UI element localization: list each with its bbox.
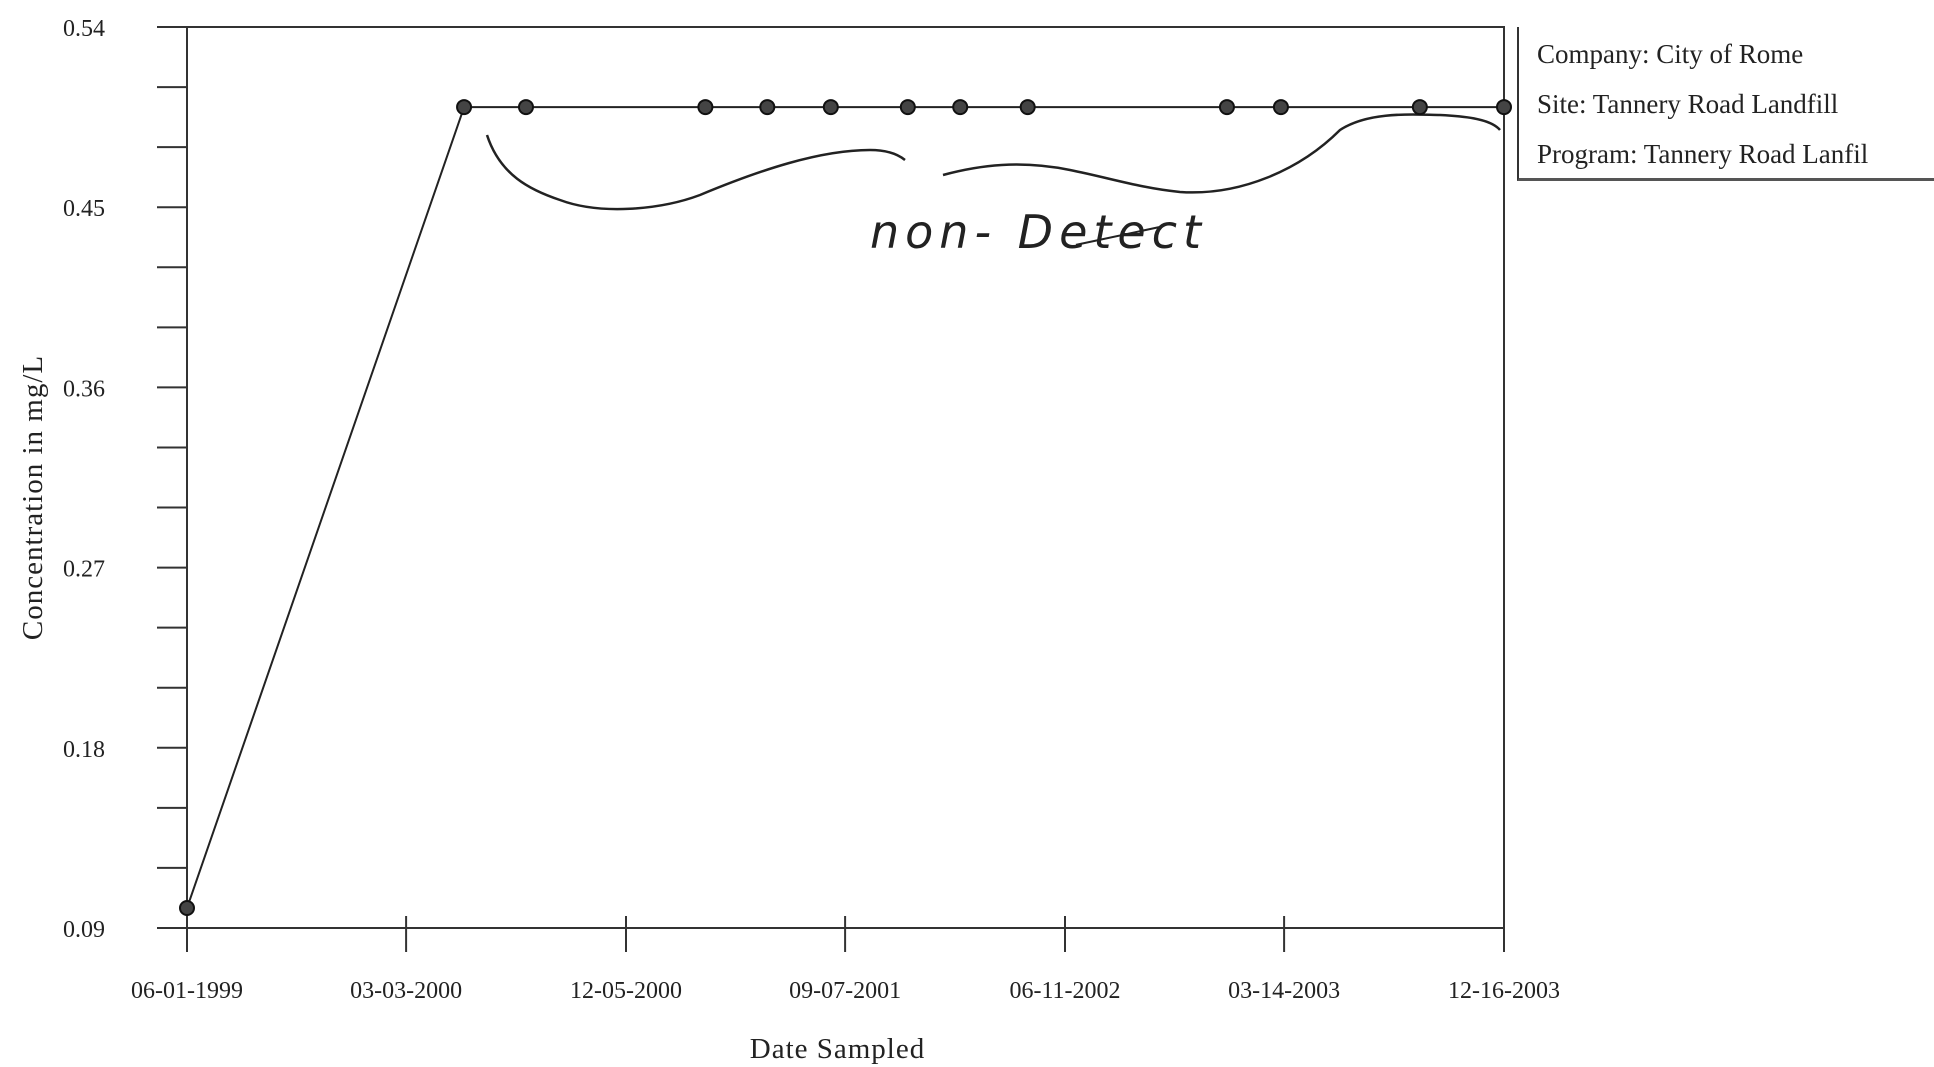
- data-point: [1019, 99, 1036, 116]
- plot-frame: [186, 26, 1505, 929]
- data-point: [899, 99, 916, 116]
- y-axis-title: Concentration in mg/L: [17, 355, 49, 640]
- legend-program: Program: Tannery Road Lanfil: [1537, 139, 1869, 169]
- y-tick-label: 0.36: [63, 376, 105, 402]
- x-tick-label: 09-07-2001: [789, 978, 901, 1004]
- x-tick-label: 03-03-2000: [350, 978, 462, 1004]
- legend-box: Company: City of Rome Site: Tannery Road…: [1517, 27, 1934, 181]
- series-line: [186, 106, 1420, 909]
- x-tick-label: 06-11-2002: [1009, 978, 1120, 1004]
- legend-site: Site: Tannery Road Landfill: [1537, 89, 1839, 119]
- annotation-non-detect: non- Detect: [870, 205, 1208, 259]
- data-point: [517, 99, 534, 116]
- data-point: [697, 99, 714, 116]
- data-point: [179, 899, 195, 916]
- data-point: [1272, 99, 1289, 116]
- data-point: [456, 99, 473, 116]
- x-tick-label: 06-01-1999: [131, 978, 243, 1004]
- x-axis-title: Date Sampled: [750, 1033, 925, 1065]
- data-point: [1218, 99, 1235, 116]
- data-point: [1496, 99, 1512, 116]
- x-tick-label: 12-05-2000: [570, 978, 682, 1004]
- y-tick-label: 0.09: [63, 917, 105, 943]
- series-lines: [186, 106, 1504, 909]
- axes: 0.09 0.18 0.27 0.36 0.45 0.54 06-01-1999 03-03-…: [17, 16, 1560, 1065]
- y-tick-label: 0.27: [63, 557, 105, 583]
- y-tick-label: 0.54: [63, 16, 105, 42]
- data-point: [822, 99, 839, 116]
- legend-company: Company: City of Rome: [1537, 39, 1804, 69]
- data-point: [759, 99, 776, 116]
- data-point: [1411, 99, 1428, 116]
- y-tick-label: 0.18: [63, 737, 105, 763]
- y-tick-label: 0.45: [63, 196, 105, 222]
- handwritten-annotation-brace: [485, 113, 1501, 211]
- data-points: [179, 99, 1512, 916]
- x-tick-label: 12-16-2003: [1448, 978, 1560, 1004]
- data-point: [952, 99, 969, 116]
- x-tick-label: 03-14-2003: [1228, 978, 1340, 1004]
